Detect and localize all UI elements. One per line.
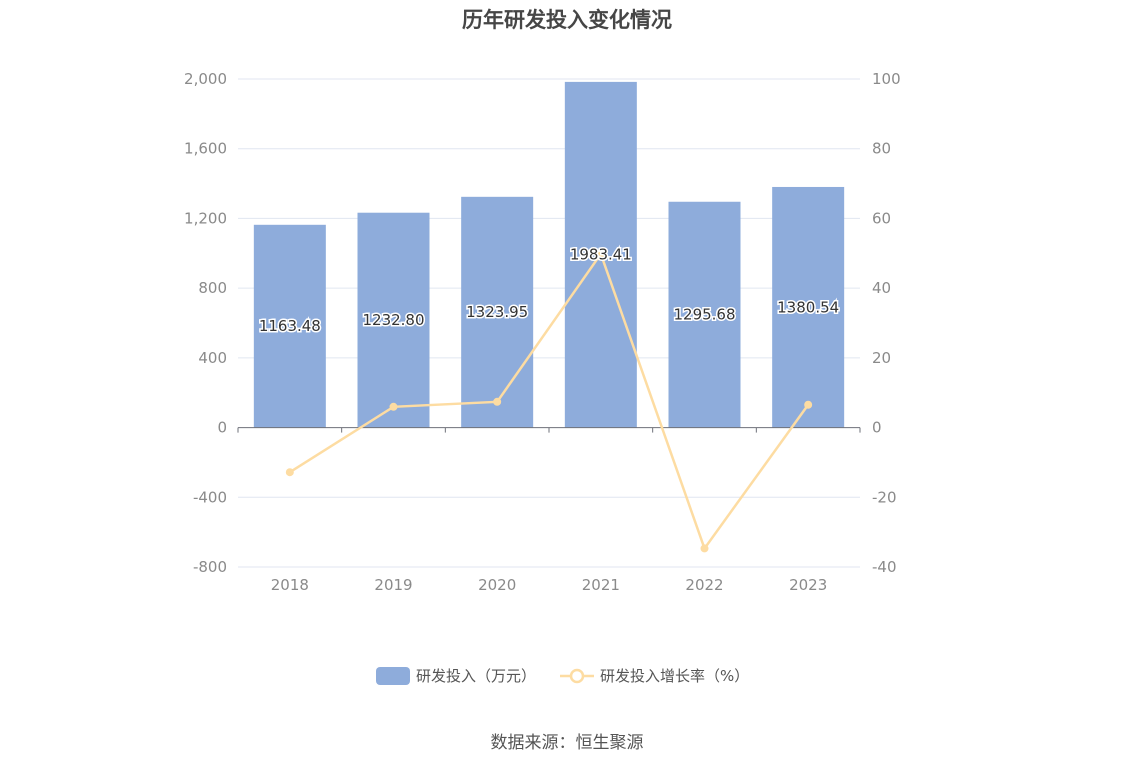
line-point xyxy=(493,397,502,406)
bar-label: 1232.80 xyxy=(362,311,424,329)
left-tick-label: 400 xyxy=(198,349,227,367)
left-tick-label: 800 xyxy=(198,279,227,297)
left-tick-label: -400 xyxy=(193,488,227,506)
left-tick-label: 1,600 xyxy=(184,140,227,158)
bar-label: 1323.95 xyxy=(466,303,528,321)
line-point xyxy=(389,402,398,411)
right-tick-label: 0 xyxy=(872,419,882,437)
bar-label: 1983.41 xyxy=(570,246,632,264)
bar-series xyxy=(253,81,845,428)
right-tick-label: 60 xyxy=(872,209,891,227)
bar-labels: 1163.48 1232.80 1323.95 1983.41 1295.68 1380.… xyxy=(257,244,840,336)
x-tick-label: 2019 xyxy=(374,576,412,594)
legend-line-marker xyxy=(569,668,585,684)
bar xyxy=(357,212,430,428)
source-note: 数据来源：恒生聚源 xyxy=(490,733,644,753)
grid-lines xyxy=(238,78,860,568)
chart-title: 历年研发投入变化情况 xyxy=(462,8,672,32)
left-tick-label: 1,200 xyxy=(184,209,227,227)
right-axis-ticks: -40 -20 0 20 40 60 80 100 xyxy=(872,70,901,576)
x-tick-label: 2018 xyxy=(271,576,309,594)
line-point xyxy=(804,400,813,409)
line-point xyxy=(596,249,605,258)
bar xyxy=(461,196,534,428)
bar-label: 1380.54 xyxy=(777,298,839,316)
legend: 研发投入（万元） 研发投入增长率（%） xyxy=(376,667,749,685)
bar xyxy=(772,186,845,428)
right-tick-label: 80 xyxy=(872,140,891,158)
line-series xyxy=(285,249,813,553)
legend-bar-label: 研发投入（万元） xyxy=(416,667,536,685)
x-axis xyxy=(237,427,861,433)
left-axis-ticks: -800 -400 0 400 800 1,200 1,600 2,000 xyxy=(184,70,227,576)
growth-line xyxy=(289,251,810,552)
legend-bar-swatch xyxy=(376,667,410,685)
left-tick-label: 2,000 xyxy=(184,70,227,88)
bar xyxy=(668,201,741,428)
line-point xyxy=(285,468,294,477)
x-tick-label: 2023 xyxy=(789,576,827,594)
right-tick-label: 40 xyxy=(872,279,891,297)
left-tick-label: -800 xyxy=(193,558,227,576)
x-tick-label: 2020 xyxy=(478,576,516,594)
x-tick-label: 2021 xyxy=(582,576,620,594)
bar-label: 1295.68 xyxy=(673,306,735,324)
right-tick-label: 100 xyxy=(872,70,901,88)
legend-line-label: 研发投入增长率（%） xyxy=(600,667,749,685)
x-axis-labels: 2018 2019 2020 2021 2022 2023 xyxy=(271,576,828,594)
bar-label: 1163.48 xyxy=(259,317,321,335)
line-point xyxy=(700,544,709,553)
bar xyxy=(253,224,326,428)
right-tick-label: 20 xyxy=(872,349,891,367)
left-tick-label: 0 xyxy=(217,419,227,437)
right-tick-label: -20 xyxy=(872,488,897,506)
x-tick-label: 2022 xyxy=(685,576,723,594)
right-tick-label: -40 xyxy=(872,558,897,576)
